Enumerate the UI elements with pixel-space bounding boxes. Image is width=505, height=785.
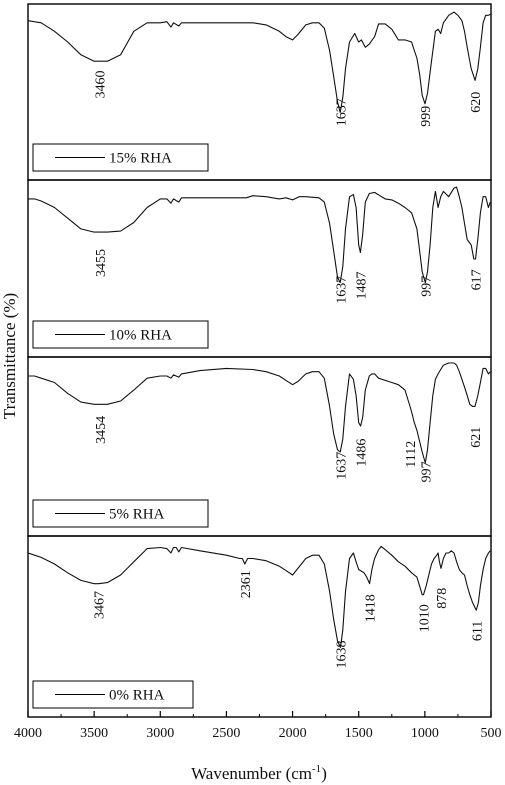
legend-label: 5% RHA <box>109 507 165 523</box>
x-tick-label: 1000 <box>411 726 439 741</box>
legend-label: 10% RHA <box>109 328 172 344</box>
spectrum-line <box>27 11 491 113</box>
peak-label: 999 <box>419 106 434 127</box>
peak-label: 1486 <box>355 439 370 467</box>
peak-label: 1112 <box>404 441 419 468</box>
peak-label: 611 <box>470 621 485 641</box>
x-tick-label: 4000 <box>14 726 42 741</box>
x-axis-title-text: Wavenumber (cm <box>191 764 312 783</box>
x-axis-title: Wavenumber (cm-1) <box>191 763 327 783</box>
peak-label: 3454 <box>94 416 109 444</box>
peak-label: 3460 <box>93 71 108 99</box>
x-axis: 4000 3500 3000 2500 2000 1500 1000 500 <box>14 711 502 741</box>
y-axis-title: Transmittance (%) <box>0 293 19 419</box>
peak-label: 1418 <box>364 594 379 622</box>
peak-label: 1487 <box>354 272 369 300</box>
peak-label: 1010 <box>418 604 433 632</box>
legend: 5% RHA <box>32 499 209 528</box>
peak-label: 2361 <box>239 570 254 598</box>
x-axis-title-close: ) <box>321 764 327 783</box>
peak-label: 878 <box>435 588 450 609</box>
legend: 0% RHA <box>32 680 194 709</box>
peak-label: 1637 <box>335 98 350 126</box>
peak-label: 1638 <box>335 641 350 669</box>
peak-label: 620 <box>469 92 484 113</box>
x-tick-label: 500 <box>481 726 502 741</box>
x-tick-label: 2500 <box>212 726 240 741</box>
spectrum-panel: 3455 1637 1487 997 617 10% RHA <box>27 179 492 358</box>
spectrum-line <box>28 186 491 284</box>
peak-label: 1637 <box>335 276 350 304</box>
peak-label: 617 <box>470 269 485 290</box>
legend-label: 15% RHA <box>109 151 172 167</box>
x-tick-label: 3500 <box>80 726 108 741</box>
spectrum-line <box>28 362 491 464</box>
legend-box <box>32 143 209 172</box>
spectra-panels: 3460 1637 999 620 15% RHA 3455 1637 1487 997 617 1… <box>27 3 492 718</box>
x-axis-title-superscript: -1 <box>312 763 321 775</box>
x-tick-label: 3000 <box>146 726 174 741</box>
x-tick-label: 2000 <box>279 726 307 741</box>
spectrum-line <box>27 545 491 648</box>
peak-label: 1637 <box>335 452 350 480</box>
peak-label: 997 <box>419 276 434 297</box>
x-tick-label: 1500 <box>345 726 373 741</box>
legend: 15% RHA <box>32 143 209 172</box>
peak-label: 3467 <box>93 591 108 619</box>
legend: 10% RHA <box>32 320 209 349</box>
legend-box <box>32 320 209 349</box>
peak-label: 997 <box>419 461 434 482</box>
legend-label: 0% RHA <box>109 688 165 704</box>
peak-label: 3455 <box>94 249 109 277</box>
legend-box <box>32 499 209 528</box>
spectrum-panel: 3460 1637 999 620 15% RHA <box>27 3 492 181</box>
peak-label: 621 <box>469 427 484 448</box>
